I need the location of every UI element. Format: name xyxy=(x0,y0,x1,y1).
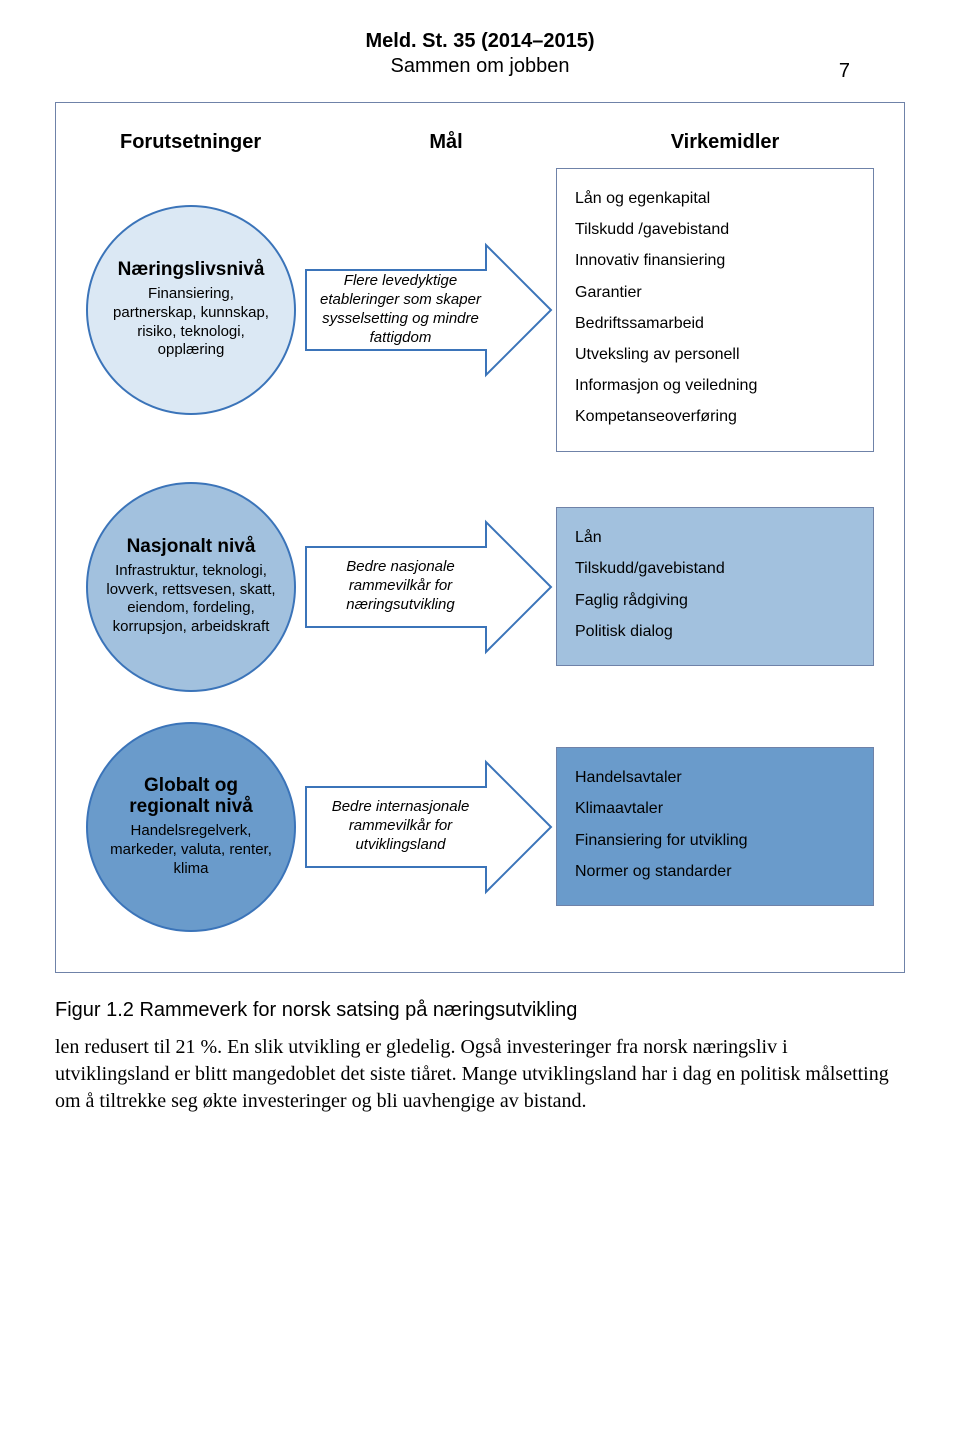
circle-body: Handelsregelverk, markeder, valuta, rent… xyxy=(106,822,276,878)
col-header-1: Forutsetninger xyxy=(86,131,316,154)
diagram-row-3: Globalt og regionalt nivå Handelsregelve… xyxy=(86,722,874,932)
circle-body: Finansiering, partnerskap, kunnskap, ris… xyxy=(106,285,276,360)
arrow-1: Flere levedyktige etableringer som skape… xyxy=(296,230,556,390)
list-item: Utveksling av personell xyxy=(575,341,855,368)
list-item: Kompetanseoverføring xyxy=(575,403,855,430)
diagram-frame: Forutsetninger Mål Virkemidler Næringsli… xyxy=(55,102,905,973)
diagram-row-2: Nasjonalt nivå Infrastruktur, teknologi,… xyxy=(86,482,874,692)
list-item: Lån og egenkapital xyxy=(575,185,855,212)
box-1: Lån og egenkapital Tilskudd /gavebistand I… xyxy=(556,168,874,452)
circle-business: Næringslivsnivå Finansiering, partnerska… xyxy=(86,205,296,415)
column-headers: Forutsetninger Mål Virkemidler xyxy=(86,131,874,154)
list-item: Handelsavtaler xyxy=(575,764,855,791)
list-item: Tilskudd /gavebistand xyxy=(575,216,855,243)
arrow-2: Bedre nasjonale rammevilkår for næringsu… xyxy=(296,507,556,667)
circle-title: Nasjonalt nivå xyxy=(127,536,256,558)
arrow-text-2: Bedre nasjonale rammevilkår for næringsu… xyxy=(318,558,483,614)
list-item: Politisk dialog xyxy=(575,618,855,645)
arrow-text-1: Flere levedyktige etableringer som skape… xyxy=(318,272,483,347)
list-item: Lån xyxy=(575,524,855,551)
list-item: Faglig rådgiving xyxy=(575,587,855,614)
arrow-3: Bedre internasjonale rammevilkår for utv… xyxy=(296,747,556,907)
list-item: Finansiering for utvikling xyxy=(575,827,855,854)
circle-title: Næringslivsnivå xyxy=(118,259,265,281)
doc-subtitle: Sammen om jobben xyxy=(55,55,905,78)
list-item: Innovativ finansiering xyxy=(575,247,855,274)
box-2: Lån Tilskudd/gavebistand Faglig rådgiving P… xyxy=(556,507,874,666)
circle-national: Nasjonalt nivå Infrastruktur, teknologi,… xyxy=(86,482,296,692)
list-item: Tilskudd/gavebistand xyxy=(575,555,855,582)
box-3: Handelsavtaler Klimaavtaler Finansiering f… xyxy=(556,747,874,906)
list-item: Informasjon og veiledning xyxy=(575,372,855,399)
arrow-text-3: Bedre internasjonale rammevilkår for utv… xyxy=(318,798,483,854)
col-header-3: Virkemidler xyxy=(576,131,874,154)
figure-caption: Figur 1.2 Rammeverk for norsk satsing på… xyxy=(55,999,905,1022)
list-item: Klimaavtaler xyxy=(575,795,855,822)
list-item: Bedriftssamarbeid xyxy=(575,310,855,337)
doc-title: Meld. St. 35 (2014–2015) xyxy=(365,30,594,52)
circle-global: Globalt og regionalt nivå Handelsregelve… xyxy=(86,722,296,932)
diagram-row-1: Næringslivsnivå Finansiering, partnerska… xyxy=(86,168,874,452)
col-header-2: Mål xyxy=(316,131,576,154)
list-item: Normer og standarder xyxy=(575,858,855,885)
circle-title: Globalt og regionalt nivå xyxy=(106,775,276,819)
body-paragraph: len redusert til 21 %. En slik utvikling… xyxy=(55,1034,905,1115)
circle-body: Infrastruktur, teknologi, lovverk, retts… xyxy=(106,562,276,637)
list-item: Garantier xyxy=(575,279,855,306)
page-number: 7 xyxy=(839,60,850,83)
